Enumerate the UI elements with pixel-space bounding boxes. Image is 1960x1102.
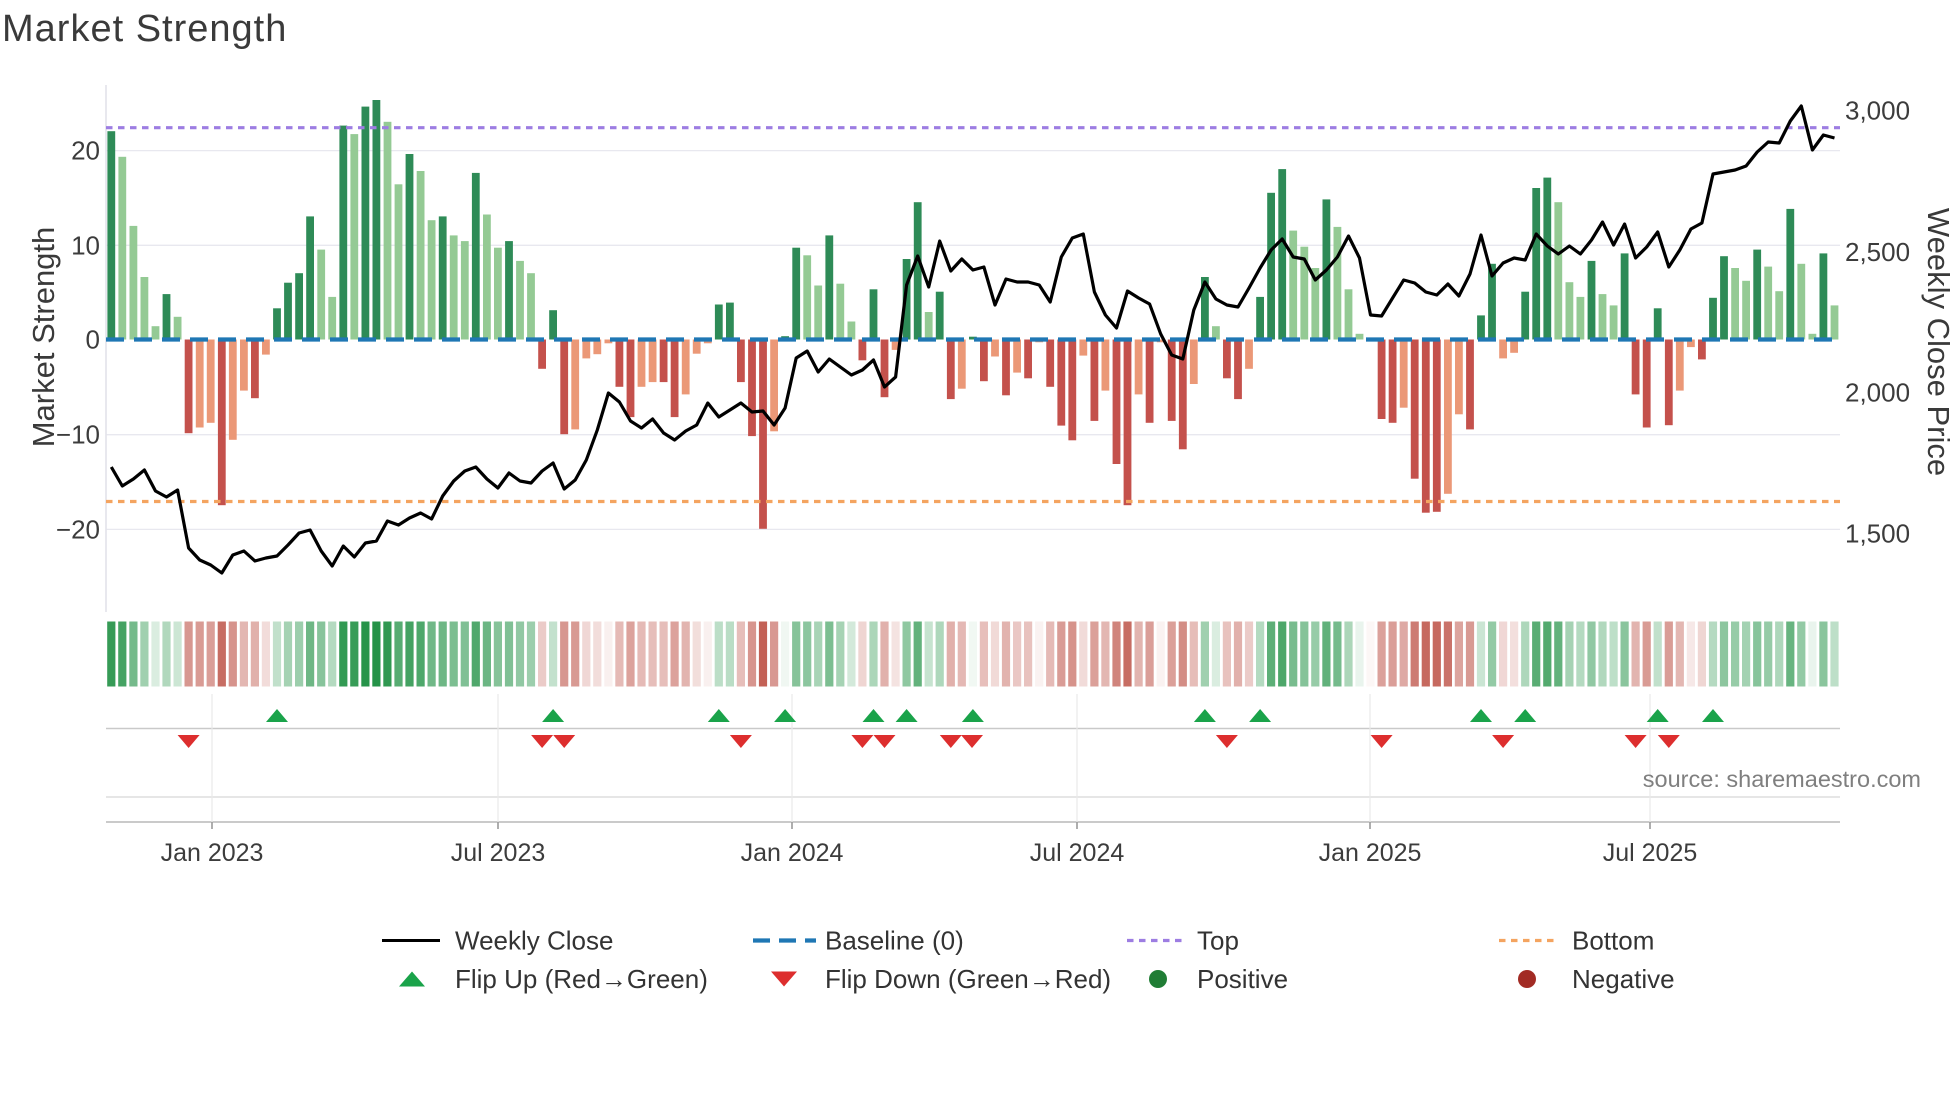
svg-text:Jul 2025: Jul 2025 [1603,839,1698,867]
svg-text:3,000: 3,000 [1845,96,1910,126]
svg-text:20: 20 [71,136,100,166]
svg-text:Flip Up (Red→Green): Flip Up (Red→Green) [455,964,708,994]
svg-text:1,500: 1,500 [1845,519,1910,549]
svg-text:−10: −10 [56,420,100,450]
svg-text:Market Strength: Market Strength [2,8,287,50]
svg-text:0: 0 [86,325,100,355]
svg-text:Jan 2024: Jan 2024 [741,839,844,867]
svg-text:10: 10 [71,230,100,260]
svg-text:Jul 2023: Jul 2023 [451,839,546,867]
svg-text:Positive: Positive [1197,964,1288,994]
svg-text:Flip Down (Green→Red): Flip Down (Green→Red) [825,964,1111,994]
svg-text:Weekly Close Price: Weekly Close Price [1921,208,1956,476]
svg-text:−20: −20 [56,514,100,544]
svg-text:Weekly Close: Weekly Close [455,926,613,956]
svg-text:source: sharemaestro.com: source: sharemaestro.com [1643,766,1921,792]
svg-text:Baseline (0): Baseline (0) [825,926,964,956]
svg-text:Jan 2023: Jan 2023 [161,839,264,867]
svg-text:Top: Top [1197,926,1239,956]
svg-text:Jan 2025: Jan 2025 [1319,839,1422,867]
svg-text:Bottom: Bottom [1572,926,1654,956]
svg-text:2,000: 2,000 [1845,378,1910,408]
svg-text:Market Strength: Market Strength [26,227,61,448]
svg-text:2,500: 2,500 [1845,237,1910,267]
svg-text:Jul 2024: Jul 2024 [1030,839,1125,867]
svg-text:Negative: Negative [1572,964,1675,994]
